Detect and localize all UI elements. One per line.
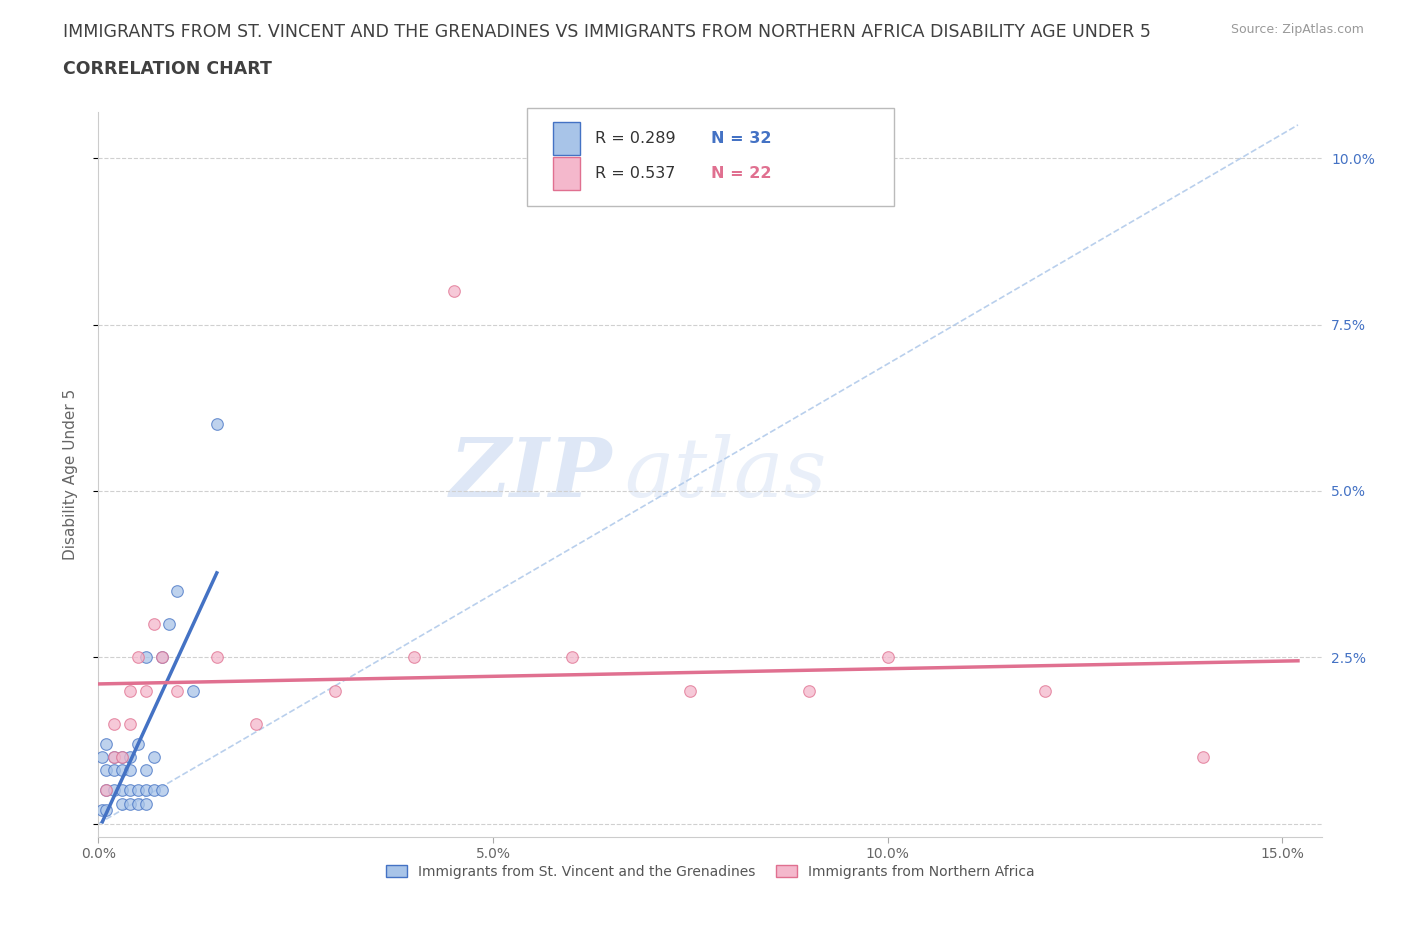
Point (118, 783, 141, 798)
Point (96, 763, 118, 777)
Legend: Immigrants from St. Vincent and the Grenadines, Immigrants from Northern Africa: Immigrants from St. Vincent and the Gren… (380, 859, 1040, 884)
Point (91, 750, 114, 764)
Text: R = 0.537: R = 0.537 (595, 166, 675, 180)
Point (118, 750, 141, 764)
Text: Source: ZipAtlas.com: Source: ZipAtlas.com (1230, 23, 1364, 36)
FancyBboxPatch shape (554, 122, 581, 154)
Y-axis label: Disability Age Under 5: Disability Age Under 5 (63, 389, 77, 560)
Text: CORRELATION CHART: CORRELATION CHART (63, 60, 273, 78)
Point (205, 650, 228, 665)
Point (103, 763, 125, 777)
Point (135, 650, 157, 665)
Text: N = 32: N = 32 (711, 131, 772, 146)
Point (118, 716, 141, 731)
Text: R = 0.289: R = 0.289 (595, 131, 676, 146)
Point (135, 763, 157, 777)
Point (245, 716, 267, 731)
Text: atlas: atlas (624, 434, 827, 514)
Point (127, 737, 149, 751)
Point (679, 684, 702, 698)
Text: N = 22: N = 22 (711, 166, 772, 180)
FancyBboxPatch shape (526, 108, 894, 206)
Point (111, 750, 134, 764)
Point (166, 583, 188, 598)
Point (103, 783, 125, 798)
Point (404, 650, 426, 665)
Text: IMMIGRANTS FROM ST. VINCENT AND THE GRENADINES VS IMMIGRANTS FROM NORTHERN AFRIC: IMMIGRANTS FROM ST. VINCENT AND THE GREN… (63, 23, 1152, 41)
Point (103, 750, 125, 764)
Point (111, 796, 134, 811)
Point (111, 750, 134, 764)
Point (135, 796, 157, 811)
Point (150, 650, 173, 665)
Point (127, 783, 149, 798)
Point (142, 617, 165, 631)
Point (96, 737, 118, 751)
Point (142, 783, 165, 798)
Point (111, 783, 134, 798)
Point (323, 684, 346, 698)
Point (205, 417, 228, 432)
Point (111, 763, 134, 777)
Point (181, 684, 204, 698)
Point (91, 803, 114, 817)
Point (166, 684, 188, 698)
Point (142, 750, 165, 764)
Point (1035, 684, 1057, 698)
Point (797, 684, 820, 698)
Point (103, 750, 125, 764)
Point (127, 650, 149, 665)
Point (159, 617, 181, 631)
Point (1192, 750, 1215, 764)
Point (127, 796, 149, 811)
Point (96, 783, 118, 798)
Point (118, 684, 141, 698)
Point (96, 803, 118, 817)
Point (150, 650, 173, 665)
Point (118, 796, 141, 811)
Point (561, 650, 583, 665)
Point (443, 284, 465, 299)
Point (96, 783, 118, 798)
Point (135, 783, 157, 798)
Point (103, 716, 125, 731)
Text: ZIP: ZIP (450, 434, 612, 514)
Point (150, 783, 173, 798)
FancyBboxPatch shape (554, 157, 581, 190)
Point (135, 684, 157, 698)
Point (118, 763, 141, 777)
Point (876, 650, 898, 665)
